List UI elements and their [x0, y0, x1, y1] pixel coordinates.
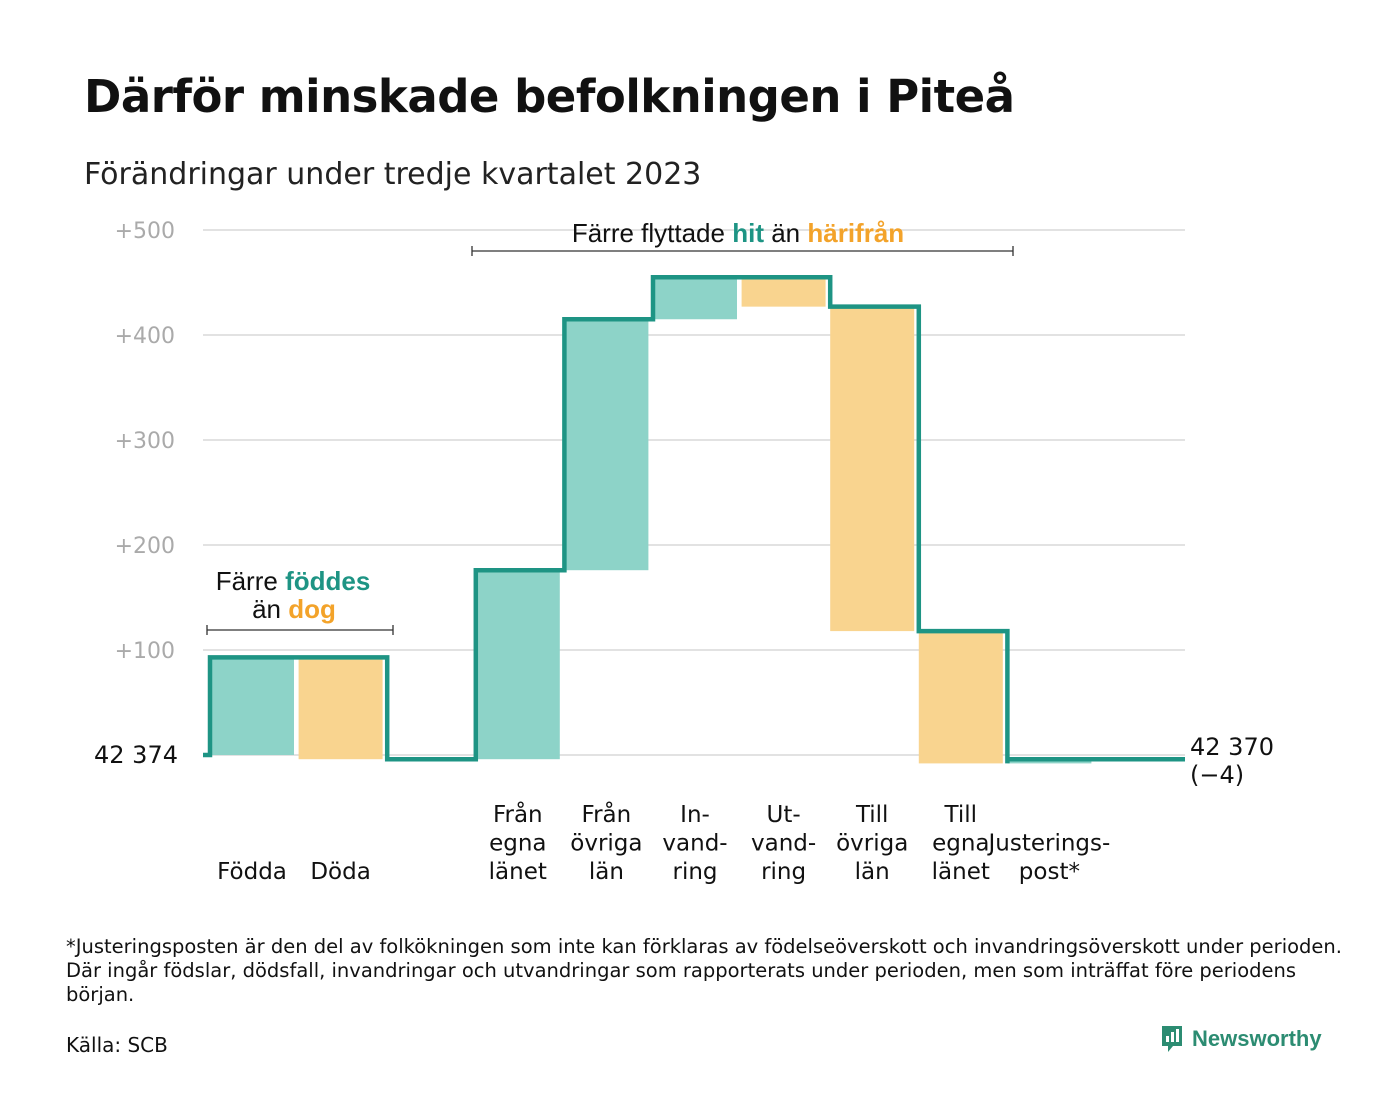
annotation-migration-highlight-a: hit: [732, 218, 764, 248]
bar-invandring: [653, 277, 737, 320]
annotation-births-line2: än dog: [252, 594, 336, 624]
annotation-births-middle: än: [252, 594, 281, 624]
bar-fran-ovriga-lan: [564, 319, 649, 571]
chart-subtitle: Förändringar under tredje kvartalet 2023: [84, 157, 702, 192]
y-tick-label: +400: [115, 324, 175, 349]
annotation-births-line1: Färre föddes: [216, 566, 371, 596]
annotation-births-highlight-a: föddes: [285, 566, 370, 596]
grid-lines: +100 +200 +300 +400 +500: [115, 219, 1185, 756]
annotation-births-bracket: [206, 625, 394, 635]
category-label-justeringspost: post*: [1019, 859, 1080, 885]
category-labels: Födda DödaFrånegnalänetFrånövrigalänIn-va…: [217, 800, 1110, 885]
end-change-label: (−4): [1190, 761, 1244, 789]
annotation-migration-middle: än: [771, 218, 800, 248]
chart-title: Därför minskade befolkningen i Piteå: [84, 70, 1015, 123]
y-tick-label: +500: [115, 219, 175, 244]
footnote: *Justeringsposten är den del av folkökni…: [66, 935, 1342, 1006]
category-label-till-egna-lanet: länet: [932, 859, 990, 885]
category-label-fran-ovriga-lan: län: [589, 859, 624, 885]
bar-till-egna-lanet: [918, 631, 1003, 764]
annotation-migration-prefix: Färre flyttade: [572, 218, 725, 248]
y-tick-label: +300: [115, 429, 175, 454]
category-label-fran-ovriga-lan: övriga: [570, 831, 642, 857]
category-label-justeringspost: Justerings-: [986, 831, 1110, 857]
annotation-migration: Färre flyttade hit än härifrån: [572, 218, 904, 248]
y-tick-label: +100: [115, 639, 175, 664]
category-label-till-ovriga-lan: övriga: [836, 831, 908, 857]
category-label-utvandring: Ut-: [767, 802, 801, 828]
bar-doda: [298, 657, 383, 760]
annotation-births-prefix: Färre: [216, 566, 278, 596]
category-label-fran-egna-lanet: Från: [493, 800, 543, 828]
category-label-doda: Döda: [310, 859, 370, 885]
brand-logo[interactable]: Newsworthy: [1160, 1024, 1322, 1054]
end-value-label: 42 370: [1190, 733, 1274, 761]
newsworthy-logo-icon: [1162, 1026, 1182, 1052]
source-label: Källa: SCB: [66, 1033, 168, 1057]
annotation-migration-bracket: [471, 246, 1014, 256]
category-label-utvandring: ring: [761, 859, 806, 885]
bar-fran-egna-lanet: [475, 570, 560, 760]
waterfall-chart: +100+200+300+400+500 Födda DödaFrånegnalä…: [94, 218, 1274, 885]
start-value-label: 42 374: [94, 741, 178, 769]
y-tick-label: +200: [115, 534, 175, 559]
category-label-till-ovriga-lan: Till: [855, 802, 889, 828]
step-line-path: [203, 275, 1185, 764]
bars: [210, 277, 1092, 764]
brand-name: Newsworthy: [1192, 1026, 1322, 1051]
category-label-fodda: Födda: [217, 859, 287, 885]
category-label-invandring: In-: [680, 802, 710, 828]
annotation-migration-highlight-b: härifrån: [807, 218, 904, 248]
category-label-invandring: vand-: [662, 831, 727, 857]
category-label-fran-egna-lanet: länet: [489, 859, 547, 885]
category-label-till-egna-lanet: egna: [932, 831, 989, 857]
bar-utvandring: [741, 277, 826, 307]
category-label-fran-egna-lanet: egna: [489, 831, 546, 857]
category-label-till-ovriga-lan: län: [855, 859, 890, 885]
category-label-utvandring: vand-: [751, 831, 816, 857]
category-label-invandring: ring: [672, 859, 717, 885]
annotation-births-highlight-b: dog: [288, 594, 336, 624]
bar-fodda: [210, 657, 294, 755]
annotations: Färre föddes än dog Färre flyttade hit ä…: [206, 218, 1014, 635]
category-label-fran-ovriga-lan: Från: [582, 800, 632, 828]
step-line: [203, 275, 1185, 764]
bar-till-ovriga-lan: [830, 306, 915, 632]
category-label-till-egna-lanet: Till: [944, 802, 978, 828]
